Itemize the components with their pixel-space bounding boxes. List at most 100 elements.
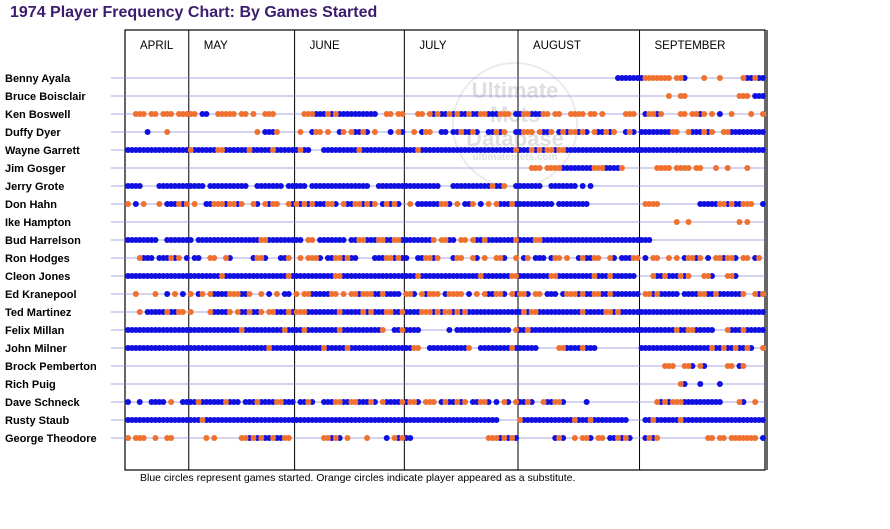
substitute-marker <box>328 201 335 207</box>
substitute-marker <box>571 291 578 297</box>
game-started-marker <box>183 255 190 261</box>
substitute-marker <box>258 291 265 297</box>
substitute-marker <box>701 75 708 81</box>
substitute-marker <box>262 201 269 207</box>
game-started-marker <box>760 93 766 99</box>
substitute-marker <box>418 111 425 117</box>
substitute-marker <box>395 237 402 243</box>
substitute-marker <box>724 165 731 171</box>
game-started-marker <box>477 201 484 207</box>
substitute-marker <box>360 309 367 315</box>
substitute-marker <box>752 291 759 297</box>
legend-footnote: Blue circles represent games started. Or… <box>140 472 576 484</box>
substitute-marker <box>556 165 563 171</box>
substitute-marker <box>693 111 700 117</box>
substitute-marker <box>399 309 406 315</box>
substitute-marker <box>579 345 586 351</box>
substitute-marker <box>579 111 586 117</box>
substitute-marker <box>340 201 347 207</box>
substitute-marker <box>748 111 755 117</box>
substitute-marker <box>520 309 527 315</box>
substitute-marker <box>662 273 669 279</box>
substitute-marker <box>669 363 676 369</box>
substitute-marker <box>614 435 621 441</box>
substitute-marker <box>689 255 696 261</box>
substitute-marker <box>681 93 688 99</box>
substitute-marker <box>709 129 716 135</box>
substitute-marker <box>524 255 531 261</box>
substitute-marker <box>509 291 516 297</box>
substitute-marker <box>230 111 237 117</box>
substitute-marker <box>411 399 418 405</box>
substitute-marker <box>415 273 422 279</box>
substitute-marker <box>646 435 653 441</box>
substitute-marker <box>285 435 292 441</box>
game-started-marker <box>709 327 716 333</box>
substitute-marker <box>685 273 692 279</box>
substitute-marker <box>270 111 277 117</box>
substitute-marker <box>493 201 500 207</box>
substitute-marker <box>469 201 476 207</box>
substitute-marker <box>454 201 461 207</box>
substitute-marker <box>391 201 398 207</box>
substitute-marker <box>415 147 422 153</box>
substitute-marker <box>579 255 586 261</box>
substitute-marker <box>579 309 586 315</box>
game-started-marker <box>242 183 249 189</box>
substitute-marker <box>728 201 735 207</box>
substitute-marker <box>540 399 547 405</box>
substitute-marker <box>336 399 343 405</box>
substitute-marker <box>744 93 751 99</box>
substitute-marker <box>654 435 661 441</box>
substitute-marker <box>532 309 539 315</box>
substitute-marker <box>324 129 331 135</box>
substitute-marker <box>183 201 190 207</box>
substitute-marker <box>360 237 367 243</box>
substitute-marker <box>368 309 375 315</box>
game-started-marker <box>760 201 766 207</box>
substitute-marker <box>571 417 578 423</box>
substitute-marker <box>599 165 606 171</box>
substitute-marker <box>728 363 735 369</box>
substitute-marker <box>595 291 602 297</box>
substitute-marker <box>587 417 594 423</box>
substitute-marker <box>579 129 586 135</box>
substitute-marker <box>614 309 621 315</box>
substitute-marker <box>756 255 763 261</box>
substitute-marker <box>607 309 614 315</box>
substitute-marker <box>591 273 598 279</box>
substitute-marker <box>536 165 543 171</box>
substitute-marker <box>179 309 186 315</box>
substitute-marker <box>211 255 218 261</box>
substitute-marker <box>258 435 265 441</box>
substitute-marker <box>544 111 551 117</box>
substitute-marker <box>497 255 504 261</box>
substitute-marker <box>238 201 245 207</box>
game-started-marker <box>583 399 590 405</box>
substitute-marker <box>270 309 277 315</box>
game-started-marker <box>540 255 547 261</box>
substitute-marker <box>552 273 559 279</box>
substitute-marker <box>136 309 143 315</box>
substitute-marker <box>458 291 465 297</box>
substitute-marker <box>618 165 625 171</box>
substitute-marker <box>234 291 241 297</box>
game-started-marker <box>152 237 159 243</box>
watermark-text: ultimatemets.com <box>472 152 557 163</box>
game-started-marker <box>622 417 629 423</box>
substitute-marker <box>285 309 292 315</box>
month-label: APRIL <box>140 40 174 52</box>
substitute-marker <box>677 75 684 81</box>
substitute-marker <box>340 129 347 135</box>
player-name-label: Ted Martinez <box>5 307 72 319</box>
substitute-marker <box>281 327 288 333</box>
substitute-marker <box>340 291 347 297</box>
substitute-marker <box>560 129 567 135</box>
substitute-marker <box>364 435 371 441</box>
substitute-marker <box>677 381 684 387</box>
substitute-marker <box>309 111 316 117</box>
month-label: MAY <box>204 40 228 52</box>
substitute-marker <box>673 327 680 333</box>
substitute-marker <box>744 345 751 351</box>
